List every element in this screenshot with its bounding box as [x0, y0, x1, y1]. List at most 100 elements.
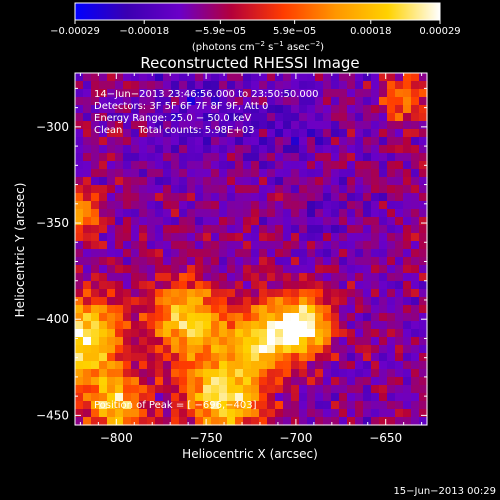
- heatmap-cell: [75, 289, 84, 298]
- heatmap-cell: [123, 345, 132, 354]
- heatmap-cell: [275, 73, 284, 82]
- heatmap-cell: [83, 361, 92, 370]
- heatmap-cell: [227, 409, 236, 418]
- heatmap-cell: [107, 369, 116, 378]
- heatmap-cell: [419, 185, 428, 194]
- heatmap-cell: [131, 273, 140, 282]
- heatmap-cell: [123, 329, 132, 338]
- heatmap-cell: [411, 401, 420, 410]
- heatmap-cell: [171, 361, 180, 370]
- heatmap-cell: [171, 81, 180, 90]
- heatmap-cell: [171, 249, 180, 258]
- heatmap-cell: [211, 337, 220, 346]
- heatmap-cell: [155, 89, 164, 98]
- heatmap-cell: [147, 225, 156, 234]
- heatmap-cell: [171, 217, 180, 226]
- heatmap-cell: [275, 105, 284, 114]
- heatmap-cell: [419, 193, 428, 202]
- heatmap-cell: [211, 177, 220, 186]
- heatmap-cell: [243, 97, 252, 106]
- heatmap-cell: [339, 113, 348, 122]
- heatmap-cell: [171, 105, 180, 114]
- heatmap-cell: [83, 393, 92, 402]
- heatmap-cell: [115, 177, 124, 186]
- heatmap-cell: [187, 385, 196, 394]
- heatmap-cell: [211, 305, 220, 314]
- heatmap-cell: [235, 217, 244, 226]
- heatmap-cell: [235, 265, 244, 274]
- heatmap-cell: [115, 161, 124, 170]
- heatmap-cell: [123, 153, 132, 162]
- heatmap-cell: [155, 201, 164, 210]
- heatmap-cell: [179, 209, 188, 218]
- heatmap-cell: [299, 97, 308, 106]
- heatmap-cell: [363, 145, 372, 154]
- heatmap-cell: [251, 257, 260, 266]
- heatmap-cell: [419, 337, 428, 346]
- heatmap-cell: [75, 153, 84, 162]
- heatmap-cell: [211, 97, 220, 106]
- y-tick-label: −400: [36, 312, 69, 326]
- heatmap-cell: [371, 177, 380, 186]
- heatmap-cell: [123, 73, 132, 82]
- heatmap-cell: [307, 121, 316, 130]
- heatmap-cell: [291, 121, 300, 130]
- heatmap-cell: [307, 185, 316, 194]
- heatmap-cell: [379, 241, 388, 250]
- heatmap-cell: [347, 121, 356, 130]
- heatmap-cell: [163, 417, 172, 426]
- heatmap-cell: [203, 361, 212, 370]
- heatmap-cell: [219, 289, 228, 298]
- heatmap-cell: [195, 249, 204, 258]
- heatmap-cell: [171, 297, 180, 306]
- heatmap-cell: [331, 361, 340, 370]
- heatmap-cell: [395, 241, 404, 250]
- heatmap-cell: [243, 121, 252, 130]
- heatmap-cell: [155, 81, 164, 90]
- heatmap-cell: [195, 225, 204, 234]
- colorbar-units: (photons cm−2 s−1 asec−2): [192, 40, 324, 53]
- heatmap-cell: [267, 89, 276, 98]
- heatmap-cell: [179, 225, 188, 234]
- heatmap-cell: [315, 353, 324, 362]
- heatmap-cell: [387, 73, 396, 82]
- heatmap-cell: [91, 153, 100, 162]
- heatmap-cell: [363, 329, 372, 338]
- heatmap-cell: [211, 113, 220, 122]
- heatmap-cell: [171, 209, 180, 218]
- heatmap-cell: [251, 113, 260, 122]
- heatmap-cell: [419, 241, 428, 250]
- heatmap-cell: [131, 161, 140, 170]
- heatmap-cell: [219, 241, 228, 250]
- heatmap-cell: [163, 81, 172, 90]
- heatmap-cell: [139, 385, 148, 394]
- heatmap-cell: [339, 273, 348, 282]
- heatmap-cell: [187, 393, 196, 402]
- heatmap-cell: [187, 369, 196, 378]
- heatmap-cell: [155, 129, 164, 138]
- heatmap-cell: [203, 81, 212, 90]
- heatmap-cell: [131, 337, 140, 346]
- heatmap-cell: [259, 225, 268, 234]
- heatmap-cell: [99, 97, 108, 106]
- heatmap-cell: [411, 249, 420, 258]
- heatmap-cell: [139, 177, 148, 186]
- heatmap-cell: [331, 385, 340, 394]
- heatmap-cell: [355, 233, 364, 242]
- heatmap-cell: [91, 417, 100, 426]
- heatmap-cell: [123, 305, 132, 314]
- heatmap-cell: [131, 73, 140, 82]
- heatmap-cell: [107, 377, 116, 386]
- heatmap-cell: [91, 337, 100, 346]
- heatmap-cell: [171, 73, 180, 82]
- heatmap-cell: [187, 297, 196, 306]
- heatmap-cell: [187, 225, 196, 234]
- heatmap-cell: [347, 209, 356, 218]
- heatmap-cell: [331, 177, 340, 186]
- heatmap-cell: [307, 321, 316, 330]
- heatmap-cell: [387, 201, 396, 210]
- heatmap-cell: [227, 233, 236, 242]
- heatmap-cell: [275, 361, 284, 370]
- heatmap-cell: [235, 185, 244, 194]
- heatmap-cell: [275, 409, 284, 418]
